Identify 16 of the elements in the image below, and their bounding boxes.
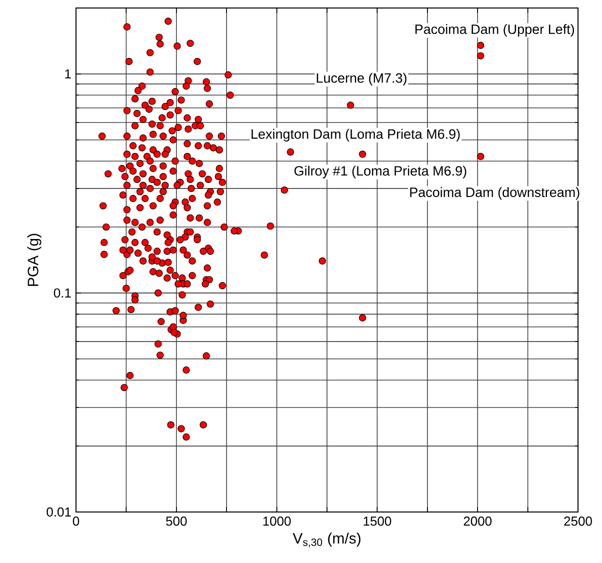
annotation: Gilroy #1 (Loma Prieta M6.9)	[294, 166, 466, 178]
x-tick-label: 1500	[364, 516, 392, 526]
y-tick-label: 0.01	[46, 507, 71, 517]
x-tick-label: 1000	[263, 516, 291, 526]
x-axis-title: V$_{s,30}$ (m/s)	[292, 532, 360, 548]
annotation: Lucerne (M7.3)	[316, 72, 406, 86]
annotation: Pacoima Dam (Upper Left)	[415, 24, 574, 37]
x-tick-label: 500	[166, 516, 187, 526]
y-axis-title: PGA (g)	[27, 234, 42, 286]
y-tick-label: 1	[65, 69, 71, 78]
annotation: Pacoima Dam (downstream)	[410, 187, 580, 200]
y-tick-label: 0.1	[54, 288, 71, 298]
x-tick-label: 2500	[564, 516, 592, 526]
annotation: Lexington Dam (Loma Prieta M6.9)	[252, 128, 460, 142]
x-tick-label: 2000	[464, 516, 492, 526]
x-tick-label: 0	[72, 516, 80, 526]
